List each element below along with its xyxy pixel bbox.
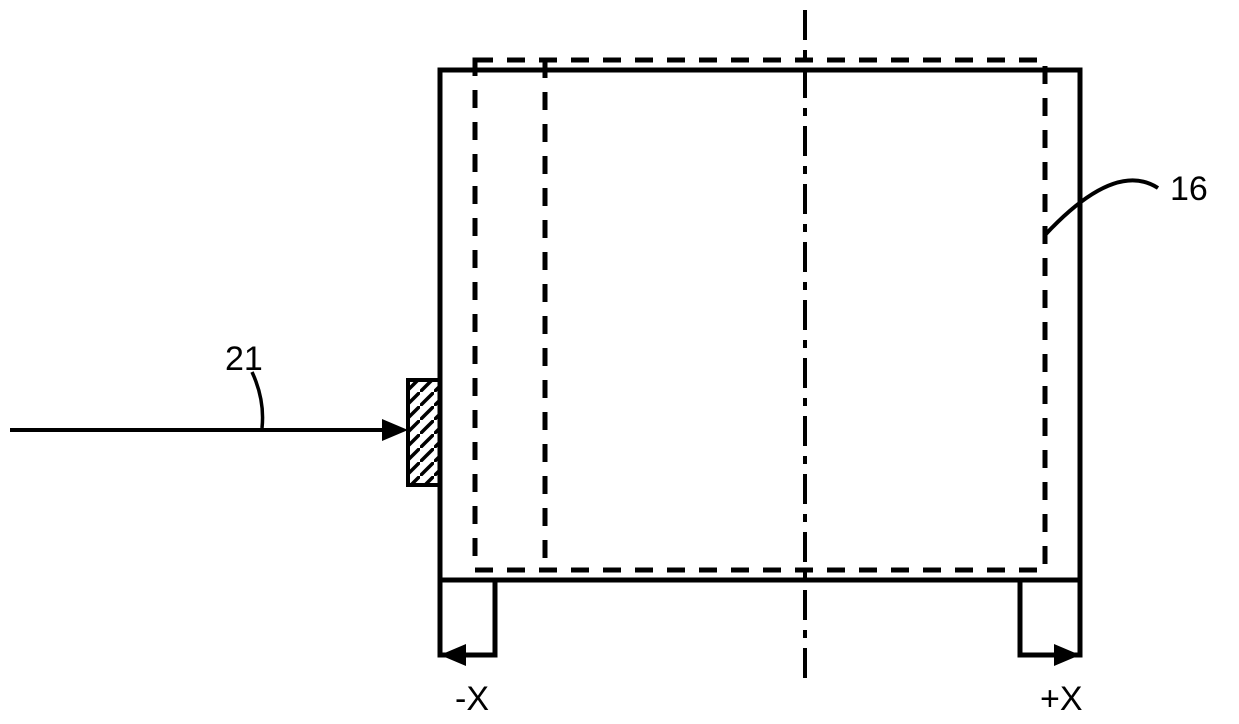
outer-body [440,70,1080,580]
foot-left [440,580,495,655]
hatched-block [408,380,440,485]
technical-diagram [0,0,1239,724]
leader-21 [252,372,263,428]
leader-16 [1045,180,1158,235]
left-arrow [10,419,408,441]
foot-right [1020,580,1080,655]
dim-arrow-neg-x [440,644,495,666]
label-pos-x: +X [1040,680,1083,719]
label-16: 16 [1170,170,1208,209]
hidden-inner-rect [475,60,1045,570]
dim-arrow-pos-x [1020,644,1080,666]
label-neg-x: -X [455,680,489,719]
label-21: 21 [225,340,263,379]
